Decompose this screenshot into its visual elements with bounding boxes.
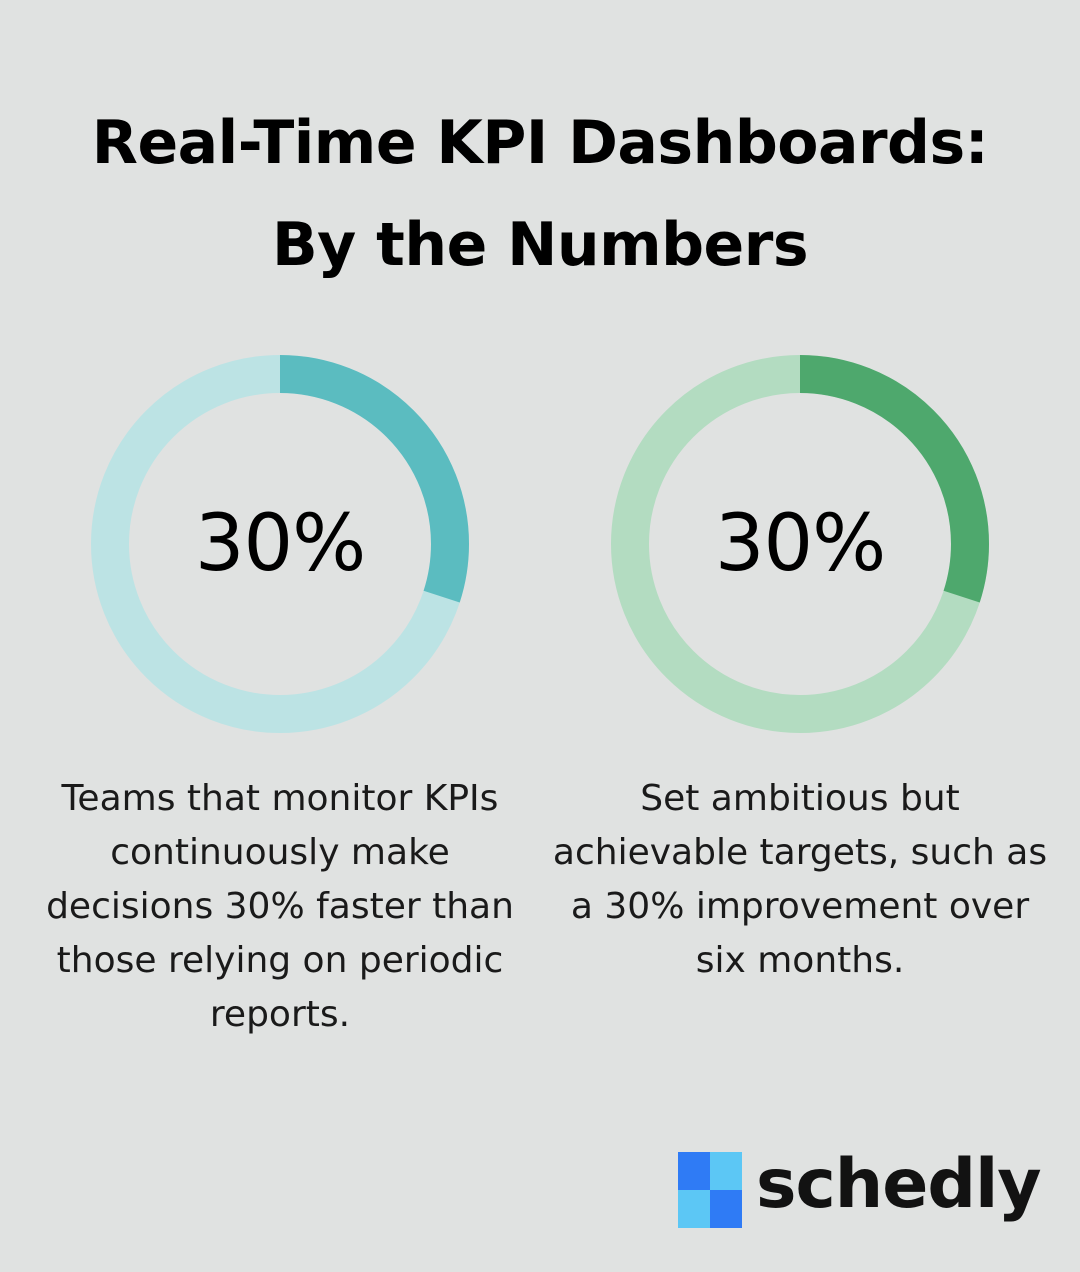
donut-svg: [611, 355, 989, 733]
donut-value-label: 30%: [194, 499, 366, 589]
logo-wordmark: schedly: [756, 1145, 1042, 1224]
logo-square-bottom-left: [678, 1190, 710, 1228]
logo-mark-icon: [678, 1152, 742, 1228]
page-title: Real-Time KPI Dashboards: By the Numbers: [0, 92, 1080, 296]
logo-square-bottom-right: [710, 1190, 742, 1228]
stat-caption: Teams that monitor KPIs continuously mak…: [46, 778, 514, 1035]
donut-svg: [91, 355, 469, 733]
donut-value-label: 30%: [714, 499, 886, 589]
logo-square-top-right: [710, 1152, 742, 1190]
donut-arc: [91, 355, 469, 733]
stat-card-decision-speed: 30% Teams that monitor KPIs continuously…: [30, 354, 530, 1042]
stat-caption: Set ambitious but achievable targets, su…: [552, 778, 1048, 981]
stat-card-improvement-target: 30% Set ambitious but achievable targets…: [550, 354, 1050, 988]
page-title-line-2: By the Numbers: [271, 210, 809, 280]
donut-arc: [611, 355, 989, 733]
schedly-logo: schedly: [678, 1145, 1042, 1230]
donut-chart: 30%: [610, 354, 990, 734]
logo-square-top-left: [678, 1152, 710, 1190]
donut-chart: 30%: [90, 354, 470, 734]
page-title-line-1: Real-Time KPI Dashboards:: [91, 108, 989, 178]
